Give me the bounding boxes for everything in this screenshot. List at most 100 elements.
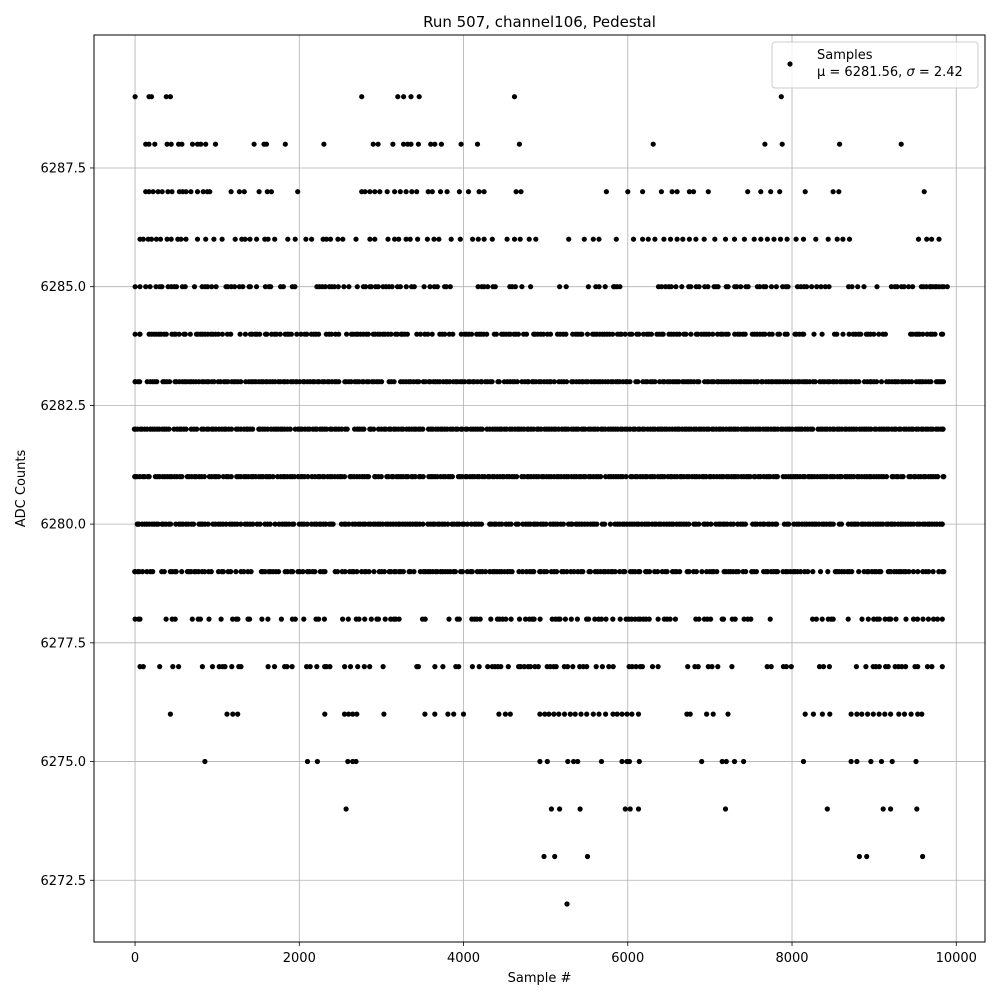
data-point [602, 284, 608, 290]
data-point [846, 331, 852, 337]
data-point [379, 379, 385, 385]
data-point [198, 141, 204, 147]
data-point [372, 236, 378, 242]
data-point [361, 664, 367, 670]
data-point [391, 379, 397, 385]
data-point [613, 236, 619, 242]
data-point [699, 569, 705, 575]
data-point [811, 331, 817, 337]
data-point [219, 331, 225, 337]
data-point [377, 189, 383, 195]
data-point [189, 141, 196, 147]
data-point [556, 711, 562, 717]
data-point [235, 711, 241, 717]
data-point [367, 236, 373, 242]
data-point [202, 569, 208, 575]
data-point [777, 189, 783, 195]
data-point [516, 141, 523, 147]
data-point [321, 141, 327, 147]
data-point [581, 236, 587, 242]
data-point [390, 141, 396, 147]
data-point [492, 284, 498, 290]
data-point [257, 521, 263, 527]
data-point [344, 331, 350, 337]
data-point [640, 236, 646, 242]
data-point [484, 331, 490, 337]
data-point [232, 236, 238, 242]
data-point [725, 284, 731, 290]
data-point [584, 664, 590, 670]
data-point [553, 664, 559, 670]
data-point [930, 569, 936, 575]
data-point [572, 711, 578, 717]
data-point [575, 758, 581, 765]
data-point [456, 616, 462, 622]
data-point [314, 664, 320, 670]
data-point [288, 331, 294, 337]
data-point [189, 616, 195, 622]
data-point [489, 236, 495, 242]
data-point [865, 616, 871, 622]
data-point [197, 616, 203, 622]
data-point [526, 379, 532, 385]
data-point [382, 616, 388, 622]
data-point [267, 521, 273, 527]
data-point [731, 236, 738, 242]
data-point [257, 331, 263, 337]
data-point [137, 284, 143, 290]
data-point [596, 236, 602, 242]
data-point [819, 331, 825, 337]
data-point [914, 806, 920, 812]
data-point [768, 664, 774, 670]
data-point [516, 616, 523, 622]
data-point [614, 711, 620, 717]
data-point [777, 236, 784, 242]
data-point [518, 664, 524, 670]
data-point [305, 474, 311, 480]
data-point [742, 331, 748, 337]
data-point [359, 94, 365, 100]
data-point [422, 616, 428, 622]
data-point [206, 616, 212, 622]
data-point [672, 616, 679, 622]
data-point [203, 236, 209, 242]
data-points [131, 94, 950, 907]
data-point [316, 331, 322, 337]
data-point [422, 711, 428, 717]
data-point [507, 711, 513, 717]
data-point [566, 236, 572, 242]
data-point [899, 664, 905, 670]
data-point [392, 236, 398, 242]
data-point [882, 711, 888, 717]
data-point [176, 664, 182, 670]
data-point [562, 616, 569, 622]
data-point [452, 569, 458, 575]
data-point [908, 711, 914, 717]
data-point [686, 569, 692, 575]
data-point [176, 331, 182, 337]
data-point [474, 141, 481, 147]
data-point [652, 379, 658, 385]
data-point [420, 426, 426, 432]
data-point [762, 331, 768, 337]
data-point [432, 664, 438, 670]
data-point [499, 521, 505, 527]
data-point [773, 284, 780, 290]
chart-title: Run 507, channel106, Pedestal [423, 13, 656, 31]
data-point [584, 711, 590, 717]
data-point [475, 236, 481, 242]
data-point [783, 664, 790, 670]
data-point [659, 284, 665, 290]
data-point [132, 379, 138, 385]
data-point [709, 664, 715, 670]
data-point [640, 189, 646, 195]
data-point [680, 236, 686, 242]
data-point [563, 331, 569, 337]
data-point [397, 284, 403, 290]
data-point [183, 426, 189, 432]
data-point [785, 284, 791, 290]
data-point [540, 331, 547, 337]
data-point [496, 379, 502, 385]
data-point [939, 521, 945, 527]
data-point [774, 474, 781, 480]
